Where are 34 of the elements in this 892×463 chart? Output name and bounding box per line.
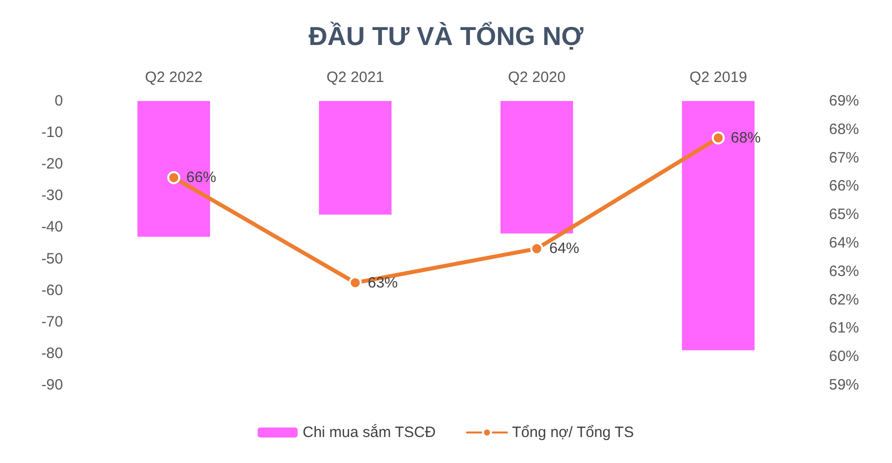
y-tick-label: -30 <box>41 187 63 204</box>
y2-tick-label: 69% <box>829 92 860 110</box>
data-label: 64% <box>549 240 580 258</box>
point <box>167 171 180 184</box>
y2-tick-label: 67% <box>829 149 860 166</box>
y-tick-label: 0 <box>54 92 63 110</box>
y-tick-label: -80 <box>41 344 63 362</box>
y-tick-label: -70 <box>41 313 63 330</box>
chart-title: ĐẦU TƯ VÀ TỔNG NỢ <box>308 21 584 51</box>
point <box>530 242 544 256</box>
point <box>348 276 362 290</box>
y2-tick-label: 61% <box>829 320 860 337</box>
x-tick-label: Q2 2019 <box>689 69 748 86</box>
y2-tick-label: 62% <box>829 291 860 308</box>
y-tick-label: -60 <box>41 282 63 299</box>
y-tick-label: -10 <box>41 124 63 142</box>
y-tick-label: -50 <box>41 250 63 268</box>
x-tick-label: Q2 2021 <box>326 69 384 86</box>
x-tick-label: Q2 2022 <box>144 69 203 86</box>
data-label: 63% <box>368 274 398 292</box>
point <box>712 131 725 144</box>
y2-tick-label: 65% <box>829 206 860 224</box>
y-tick-label: -20 <box>41 156 63 173</box>
y-tick-label: -40 <box>41 218 63 236</box>
y-tick-label: -90 <box>41 376 63 394</box>
y2-tick-label: 63% <box>829 262 860 280</box>
legend-label: Tổng nợ/ Tổng TS <box>512 424 634 441</box>
y2-tick-label: 59% <box>829 376 860 394</box>
y2-tick-label: 66% <box>829 178 860 195</box>
y2-tick-label: 68% <box>829 120 860 138</box>
legend-label: Chi mua sắm TSCĐ <box>302 423 436 441</box>
y2-tick-label: 60% <box>829 348 860 366</box>
y2-tick-label: 64% <box>829 234 860 252</box>
x-tick-label: Q2 2020 <box>508 69 566 86</box>
